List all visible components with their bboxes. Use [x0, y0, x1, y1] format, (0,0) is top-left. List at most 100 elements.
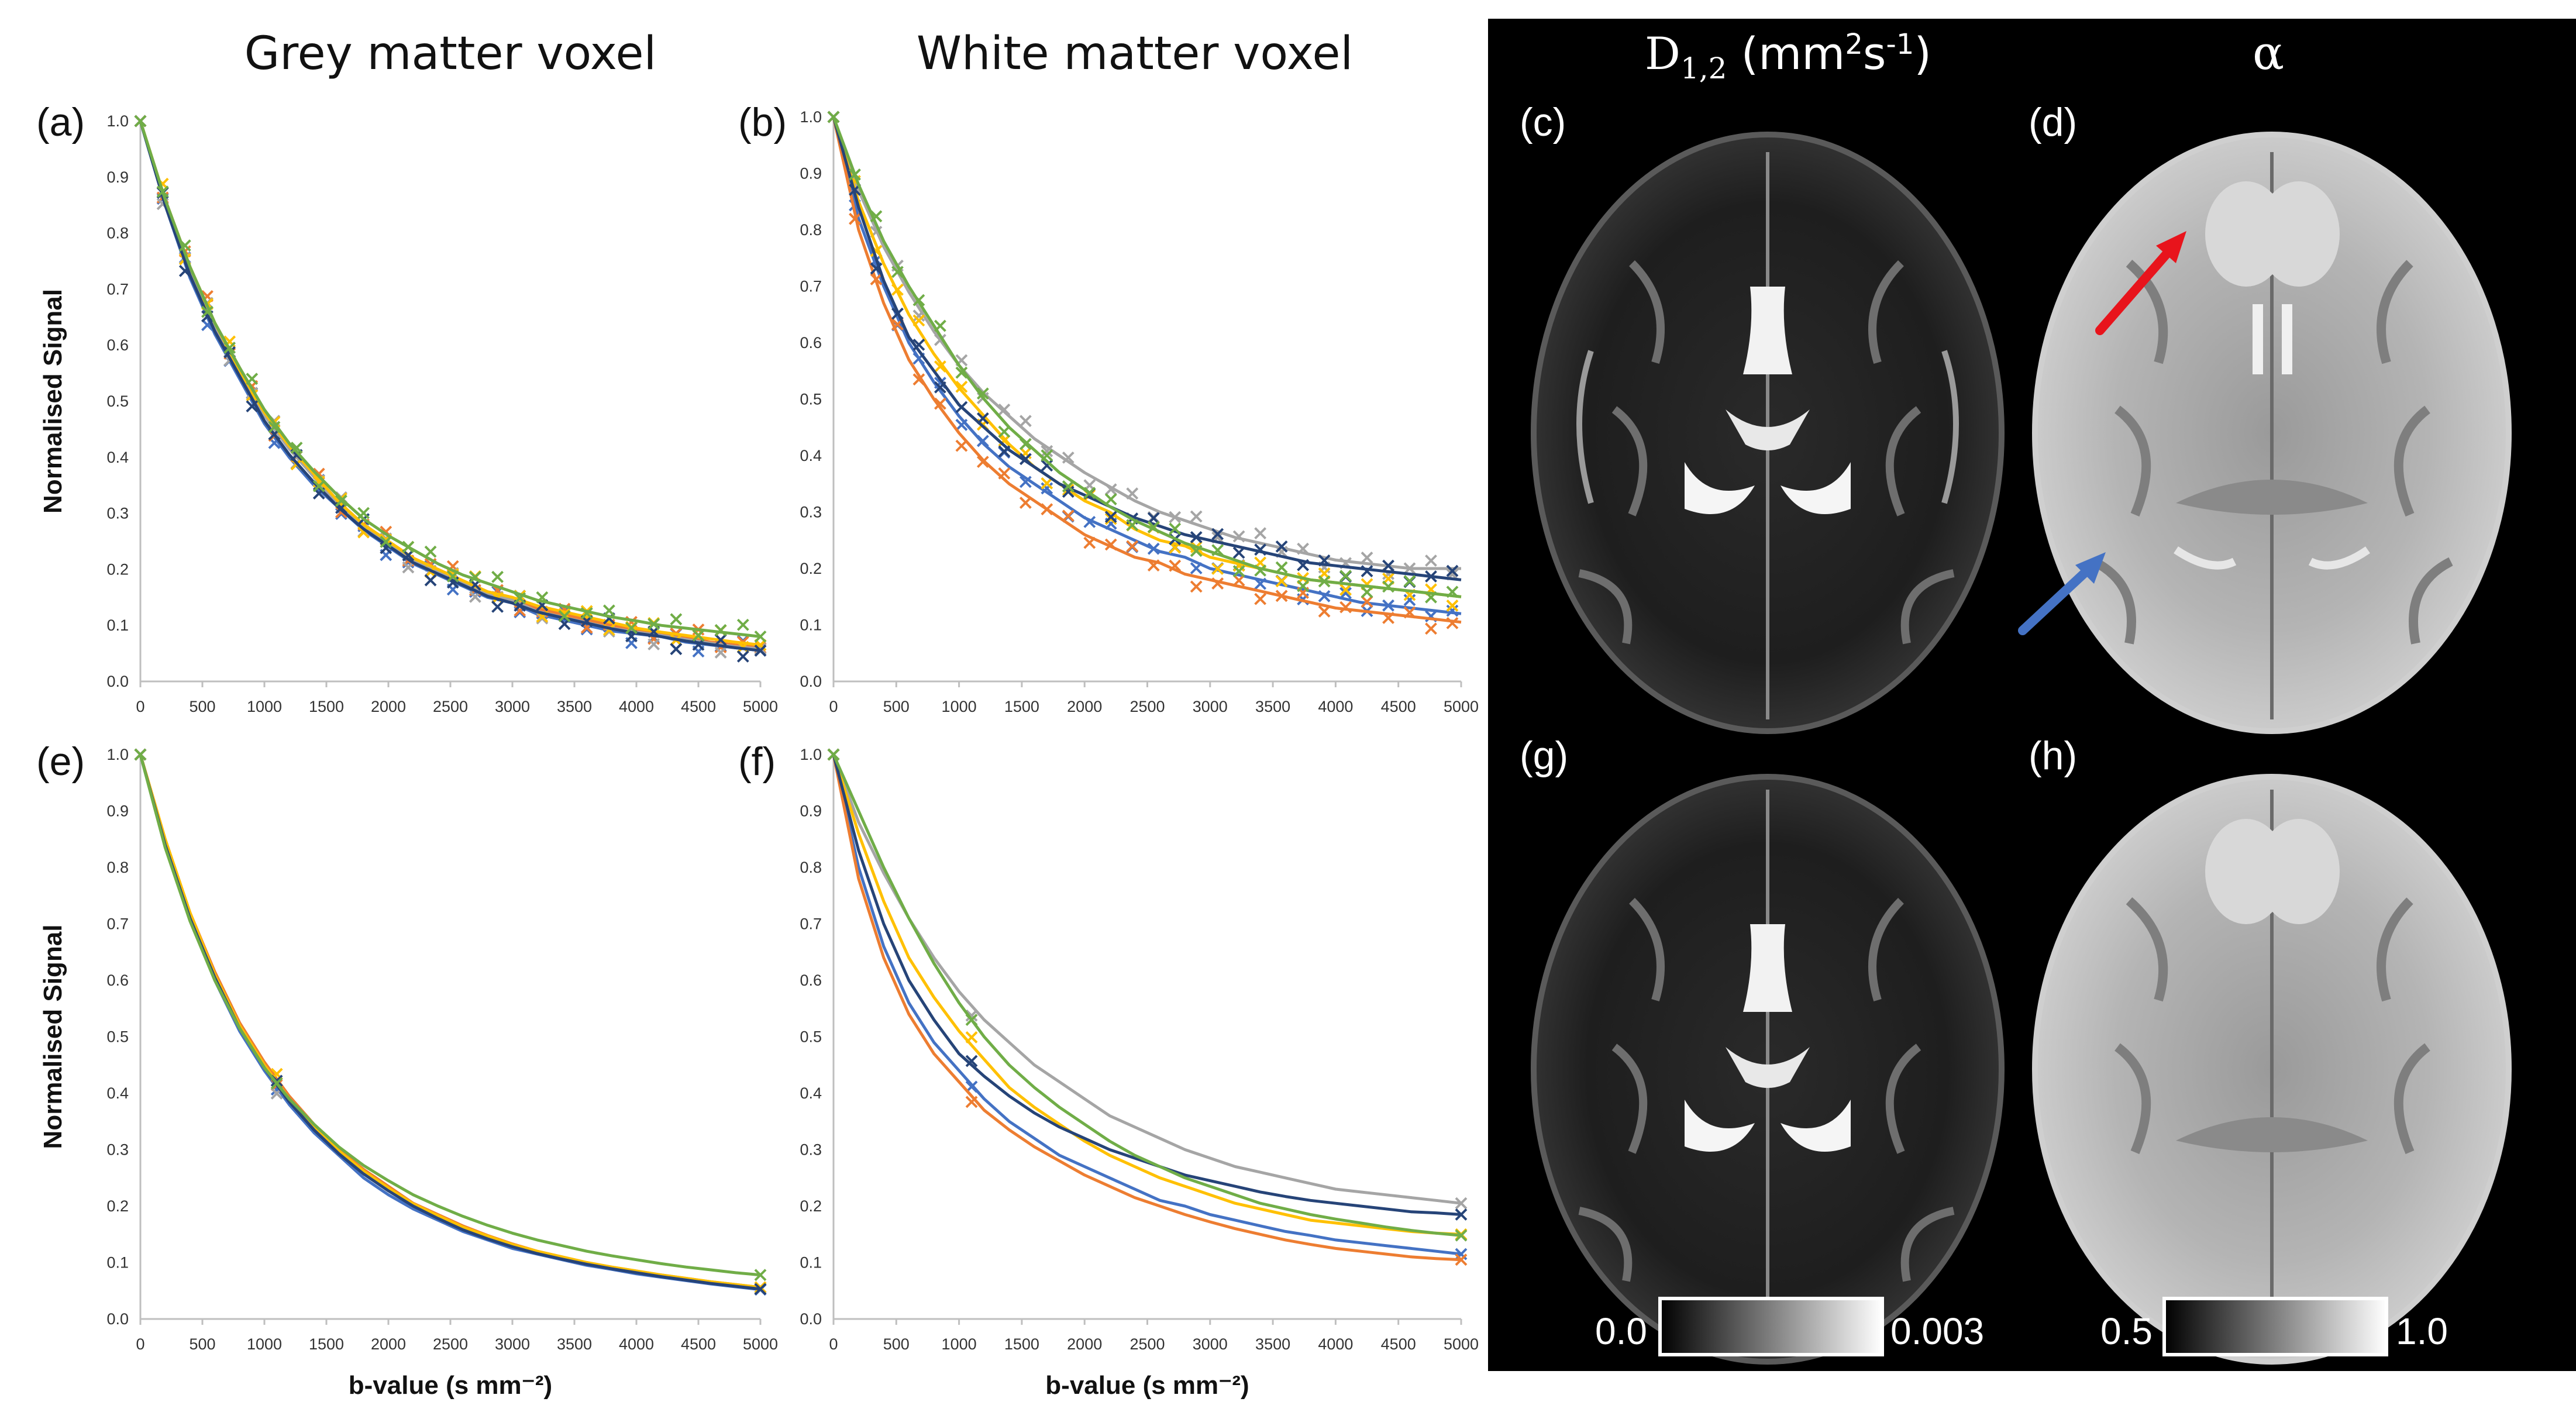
data-point-marker — [1104, 538, 1117, 551]
data-point-marker — [1275, 590, 1288, 602]
d12-prefix: D — [1645, 27, 1680, 80]
x-tick-label: 4000 — [619, 1335, 654, 1353]
data-point-marker — [1275, 575, 1288, 588]
data-point-marker — [934, 397, 946, 410]
brain-map-g — [1531, 774, 2005, 1365]
data-point-marker — [1211, 563, 1224, 575]
series-line-blue — [139, 754, 761, 1291]
data-point-marker — [402, 561, 415, 574]
chart-panel-a: 0 500 1000 1500 2000 2500 3000 3500 4000 4500 5000… — [39, 112, 778, 715]
d12-unit-mid: s — [1863, 27, 1886, 80]
data-point-marker — [1446, 585, 1459, 598]
data-point-marker — [965, 1014, 978, 1026]
data-point-marker — [1254, 593, 1267, 605]
y-axis-label: Normalised Signal — [39, 925, 67, 1149]
data-point-marker — [870, 210, 883, 223]
data-point-marker — [1041, 449, 1053, 461]
data-point-marker — [870, 273, 883, 285]
x-tick-label: 3000 — [1193, 698, 1228, 715]
y-tick-label: 0.9 — [106, 168, 129, 186]
y-tick-label: 0.5 — [800, 391, 822, 408]
x-tick-label: 5000 — [743, 698, 778, 715]
data-point-marker — [1455, 1208, 1468, 1221]
data-point-marker — [912, 338, 925, 351]
data-point-marker — [312, 480, 325, 492]
data-point-marker — [1446, 604, 1459, 617]
y-tick-label: 0.4 — [106, 449, 129, 466]
data-point-marker — [648, 618, 660, 631]
y-tick-label: 0.0 — [800, 673, 822, 690]
data-point-marker — [1318, 554, 1331, 567]
data-point-marker — [558, 609, 571, 622]
y-tick-label: 0.0 — [800, 1310, 822, 1328]
x-tick-label: 3500 — [557, 698, 592, 715]
data-point-marker — [670, 643, 683, 656]
x-tick-label: 500 — [883, 698, 910, 715]
data-point-marker — [714, 646, 727, 659]
data-point-marker — [891, 266, 904, 278]
data-point-marker — [446, 570, 459, 583]
data-point-marker — [246, 400, 259, 413]
data-point-marker — [223, 342, 236, 354]
data-point-marker — [827, 111, 840, 123]
d12-unit-sup: -1 — [1886, 28, 1914, 61]
panel-label-e: (e) — [36, 739, 85, 784]
data-point-marker — [955, 366, 968, 379]
data-point-marker — [1361, 585, 1373, 598]
x-tick-label: 5000 — [1444, 1335, 1479, 1353]
series-line-blue — [832, 116, 1462, 615]
data-point-marker — [670, 613, 683, 626]
colorbar-d12: 0.0 0.003 — [1595, 1297, 1984, 1356]
series-line-blue — [832, 754, 1462, 1256]
data-point-marker — [178, 264, 191, 277]
data-point-marker — [827, 748, 840, 761]
y-tick-label: 0.3 — [800, 504, 822, 521]
data-point-marker — [156, 185, 169, 198]
data-point-marker — [965, 1055, 978, 1067]
data-point-marker — [1019, 476, 1032, 488]
data-point-marker — [754, 1269, 767, 1282]
panel-label-f: (f) — [738, 739, 776, 784]
grey-matter-title: Grey matter voxel — [244, 27, 656, 80]
d12-unit-close: ) — [1914, 27, 1931, 80]
data-point-marker — [290, 442, 303, 454]
data-point-marker — [1382, 612, 1394, 624]
data-point-marker — [1275, 540, 1288, 553]
y-tick-label: 1.0 — [106, 746, 129, 763]
x-tick-label: 500 — [189, 698, 215, 715]
d12-title: D1,2 (mm2s-1) — [1645, 27, 1931, 85]
x-tick-label: 2500 — [433, 698, 468, 715]
data-point-marker — [268, 421, 281, 433]
data-point-marker — [998, 445, 1011, 458]
y-tick-label: 0.7 — [106, 280, 129, 298]
data-point-marker — [1339, 587, 1352, 600]
series-line-yellow — [832, 754, 1462, 1236]
data-point-marker — [270, 1077, 283, 1090]
red-arrow — [2095, 231, 2186, 335]
data-point-marker — [402, 540, 415, 553]
chart-panel-f: 0 500 1000 1500 2000 2500 3000 3500 4000 4500 5000… — [800, 746, 1479, 1400]
data-point-marker — [1254, 564, 1267, 577]
data-point-marker — [912, 314, 925, 327]
x-tick-label: 1000 — [247, 1335, 282, 1353]
data-point-marker — [870, 262, 883, 275]
y-tick-label: 0.8 — [800, 859, 822, 876]
data-point-marker — [1169, 522, 1182, 535]
data-point-marker — [1126, 487, 1139, 500]
x-tick-label: 2000 — [1067, 698, 1102, 715]
x-axis-label: b-value (s mm⁻²) — [1045, 1371, 1249, 1400]
data-point-marker — [1232, 565, 1245, 577]
data-point-marker — [1232, 574, 1245, 587]
series-line-orange — [832, 754, 1462, 1262]
series-line-yellow — [139, 120, 761, 647]
data-point-marker — [1361, 565, 1373, 577]
data-point-marker — [1169, 559, 1182, 572]
y-tick-label: 0.0 — [106, 673, 129, 690]
x-tick-label: 500 — [883, 1335, 910, 1353]
y-tick-label: 1.0 — [106, 112, 129, 130]
x-tick-label: 4500 — [1381, 1335, 1416, 1353]
data-point-marker — [1083, 487, 1096, 500]
y-tick-label: 0.9 — [800, 803, 822, 820]
data-point-marker — [514, 592, 526, 605]
y-tick-label: 0.2 — [106, 1197, 129, 1215]
